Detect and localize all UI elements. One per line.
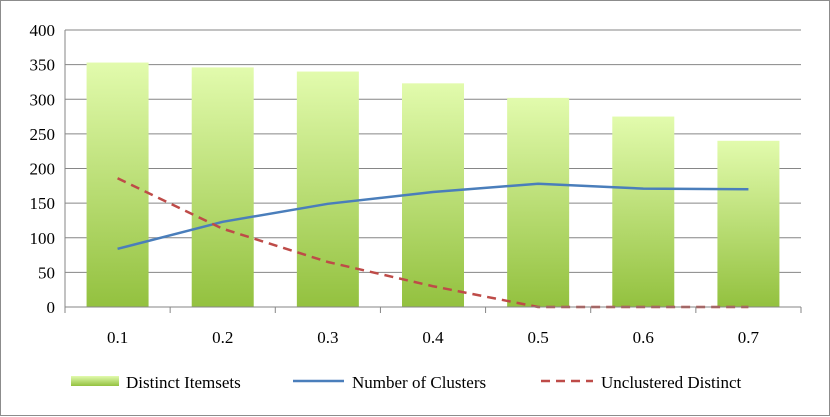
y-tick-label: 0 xyxy=(47,298,56,317)
bar xyxy=(717,140,780,307)
x-tick-label: 0.4 xyxy=(422,328,444,347)
y-tick-label: 400 xyxy=(30,21,56,40)
legend: Distinct Itemsets Number of Clusters Unc… xyxy=(71,373,741,392)
y-tick-label: 50 xyxy=(38,263,55,282)
y-axis: 0 50 100 150 200 250 300 350 400 xyxy=(30,21,66,317)
y-tick-label: 100 xyxy=(30,229,56,248)
x-axis: 0.1 0.2 0.3 0.4 0.5 0.6 0.7 xyxy=(64,306,802,347)
x-tick-label: 0.3 xyxy=(317,328,338,347)
line-number-of-clusters xyxy=(117,182,749,251)
x-tick-label: 0.2 xyxy=(212,328,233,347)
y-tick-label: 250 xyxy=(30,125,56,144)
x-tick-label: 0.5 xyxy=(528,328,549,347)
bar xyxy=(507,97,570,308)
legend-swatch-bars xyxy=(71,376,119,386)
legend-label-unclustered: Unclustered Distinct xyxy=(601,373,741,392)
x-tick-label: 0.7 xyxy=(738,328,760,347)
legend-label-bars: Distinct Itemsets xyxy=(126,373,241,392)
legend-item-clusters: Number of Clusters xyxy=(293,373,486,392)
bar xyxy=(86,62,149,307)
bar xyxy=(612,116,675,307)
legend-item-unclustered: Unclustered Distinct xyxy=(541,373,741,392)
bar xyxy=(191,67,254,308)
x-tick-label: 0.6 xyxy=(633,328,654,347)
y-tick-label: 300 xyxy=(30,90,56,109)
y-tick-label: 200 xyxy=(30,160,56,179)
bar xyxy=(296,71,359,307)
legend-item-bars: Distinct Itemsets xyxy=(71,373,241,392)
legend-label-clusters: Number of Clusters xyxy=(352,373,486,392)
bar-series xyxy=(86,62,780,308)
x-tick-label: 0.1 xyxy=(107,328,128,347)
y-tick-label: 350 xyxy=(30,56,56,75)
y-tick-label: 150 xyxy=(30,194,56,213)
